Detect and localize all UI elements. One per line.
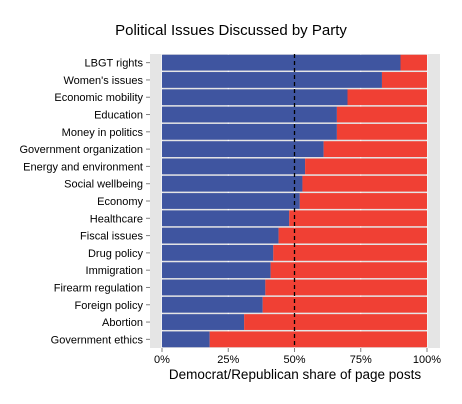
x-tick-label: 0% [154,354,170,366]
y-tick-label: LBGT rights [85,58,144,70]
bar-lbgt-rights-series-2 [400,54,427,71]
y-tick-label: Social wellbeing [64,179,143,191]
y-tick-label: Fiscal issues [80,231,143,243]
bar-economy-series-1 [162,193,300,209]
y-tick-label: Government ethics [51,334,144,346]
bar-immigration-series-1 [162,262,271,279]
bar-immigration-series-2 [270,262,427,279]
x-tick-label: 25% [217,354,239,366]
bar-economy-series-2 [299,193,427,209]
bar-government-ethics-series-1 [162,331,210,348]
bar-economic-mobility-series-1 [162,89,348,106]
x-axis-title: Democrat/Republican share of page posts [168,367,422,382]
y-tick-label: Firearm regulation [54,282,143,294]
y-tick-label: Women's issues [63,75,143,87]
bar-social-wellbeing-series-1 [162,175,303,192]
bar-fiscal-issues-series-1 [162,227,279,244]
bar-energy-and-environment-series-1 [162,158,306,175]
bar-foreign-policy-series-2 [262,296,427,313]
bar-firearm-regulation-series-2 [265,279,427,296]
y-tick-label: Energy and environment [23,161,143,173]
bar-drug-policy-series-1 [162,244,274,261]
bar-economic-mobility-series-2 [347,89,427,106]
bar-government-ethics-series-2 [209,331,427,348]
bar-money-in-politics-series-2 [336,123,427,140]
bar-abortion-series-1 [162,314,245,330]
bar-energy-and-environment-series-2 [305,158,427,175]
bar-abortion-series-2 [244,314,427,330]
x-tick-label: 50% [283,354,305,366]
y-tick-label: Drug policy [88,248,144,260]
bar-government-organization-series-2 [323,141,427,158]
y-tick-label: Economic mobility [54,92,143,104]
y-tick-label: Government organization [19,144,143,156]
x-tick-label: 100% [413,354,441,366]
y-tick-label: Healthcare [90,213,143,225]
y-tick-label: Abortion [102,317,143,329]
bar-women-s-issues-series-1 [162,72,382,88]
bar-money-in-politics-series-1 [162,123,337,140]
bar-social-wellbeing-series-2 [302,175,427,192]
y-tick-label: Money in politics [62,127,144,139]
bar-healthcare-series-1 [162,210,290,227]
y-tick-label: Economy [97,196,143,208]
y-tick-label: Immigration [86,265,143,277]
chart-title: Political Issues Discussed by Party [115,22,347,39]
bar-drug-policy-series-2 [273,244,427,261]
bar-education-series-1 [162,106,337,123]
bar-government-organization-series-1 [162,141,324,158]
y-tick-label: Foreign policy [75,300,144,312]
x-tick-label: 75% [350,354,372,366]
bar-women-s-issues-series-2 [381,72,427,88]
bar-firearm-regulation-series-1 [162,279,266,296]
bar-foreign-policy-series-1 [162,296,263,313]
bar-education-series-2 [336,106,427,123]
bar-healthcare-series-2 [289,210,427,227]
bar-lbgt-rights-series-1 [162,54,401,71]
y-tick-label: Education [94,110,143,122]
bar-fiscal-issues-series-2 [278,227,427,244]
